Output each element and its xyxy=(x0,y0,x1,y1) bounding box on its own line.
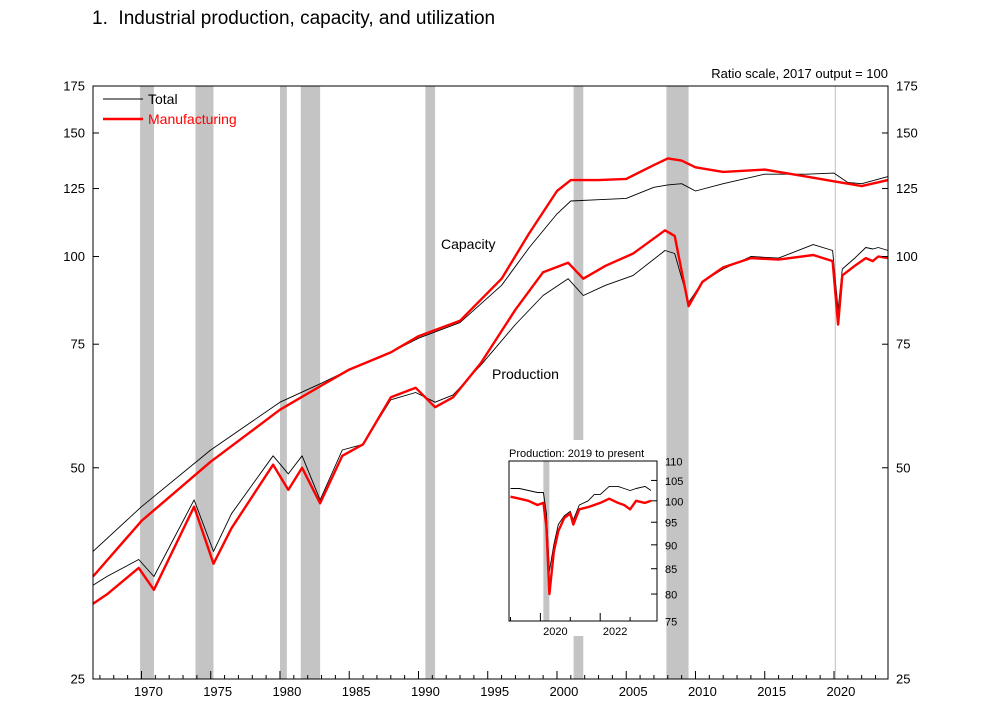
recession-band xyxy=(300,86,321,679)
main-chart: 25 25 50 50 75 75 100 100 125 125 150 150 175 175 1970… xyxy=(63,79,917,700)
inset-chart: 75 80 85 90 95 100 105 110 2020 2022 Production: 2… xyxy=(508,448,683,638)
x-tick-label: 1995 xyxy=(480,684,509,699)
legend-label: Total xyxy=(148,91,178,107)
x-tick-label: 2005 xyxy=(619,684,648,699)
series-line xyxy=(92,157,889,578)
y-tick-label: 75 xyxy=(71,337,85,352)
capacity-label: Capacity xyxy=(441,236,495,252)
y-tick-label: 110 xyxy=(665,457,683,469)
y-tick-label: 50 xyxy=(71,460,85,475)
y-tick-label: 175 xyxy=(896,79,918,94)
series-line xyxy=(92,229,889,605)
y-tick-label: 80 xyxy=(665,590,677,602)
legend: Total Manufacturing xyxy=(103,91,237,127)
series-line xyxy=(92,172,889,552)
y-tick-label: 75 xyxy=(896,337,910,352)
y-tick-label: 105 xyxy=(665,476,683,488)
recession-band xyxy=(195,86,214,679)
x-tick-label: 2000 xyxy=(549,684,578,699)
recession-band xyxy=(425,86,436,679)
x-tick-label: 1975 xyxy=(203,684,232,699)
y-tick-label: 100 xyxy=(63,249,85,264)
y-tick-label: 150 xyxy=(896,125,918,140)
plot-frame xyxy=(92,85,889,680)
y-tick-label: 150 xyxy=(63,125,85,140)
production-label: Production xyxy=(492,366,559,382)
x-tick-label: 1970 xyxy=(134,684,163,699)
recession-band xyxy=(279,86,287,679)
x-tick-label: 1980 xyxy=(272,684,301,699)
x-tick-label: 1985 xyxy=(342,684,371,699)
recession-band xyxy=(573,636,584,679)
y-tick-label: 25 xyxy=(896,672,910,687)
y-tick-label: 95 xyxy=(665,518,677,530)
x-tick-label: 2015 xyxy=(757,684,786,699)
figure-title-text: Industrial production, capacity, and uti… xyxy=(118,8,496,29)
recession-band xyxy=(140,86,154,679)
inset-background xyxy=(509,461,657,621)
inset-title: Production: 2019 to present xyxy=(509,448,644,460)
y-tick-label: 25 xyxy=(71,672,85,687)
series-line xyxy=(510,495,652,596)
y-tick-label: 90 xyxy=(665,540,677,552)
y-tick-label: 75 xyxy=(665,617,677,629)
y-tick-label: 125 xyxy=(896,181,918,196)
y-tick-label: 125 xyxy=(63,181,85,196)
x-tick-label: 2020 xyxy=(543,626,567,638)
recession-band xyxy=(573,86,584,440)
x-tick-label: 1990 xyxy=(411,684,440,699)
figure-number: 1. xyxy=(92,8,108,29)
figure-title: 1. Industrial production, capacity, and … xyxy=(92,8,495,30)
y-tick-label: 100 xyxy=(665,496,683,508)
legend-label: Manufacturing xyxy=(148,111,237,127)
y-tick-label: 50 xyxy=(896,460,910,475)
x-tick-label: 2022 xyxy=(603,626,627,638)
x-tick-label: 2010 xyxy=(688,684,717,699)
y-tick-label: 100 xyxy=(896,249,918,264)
y-tick-label: 85 xyxy=(665,564,677,576)
scale-note: Ratio scale, 2017 output = 100 xyxy=(711,66,888,81)
x-tick-label: 2020 xyxy=(826,684,855,699)
plot-frame xyxy=(508,460,658,622)
y-tick-label: 175 xyxy=(63,79,85,94)
